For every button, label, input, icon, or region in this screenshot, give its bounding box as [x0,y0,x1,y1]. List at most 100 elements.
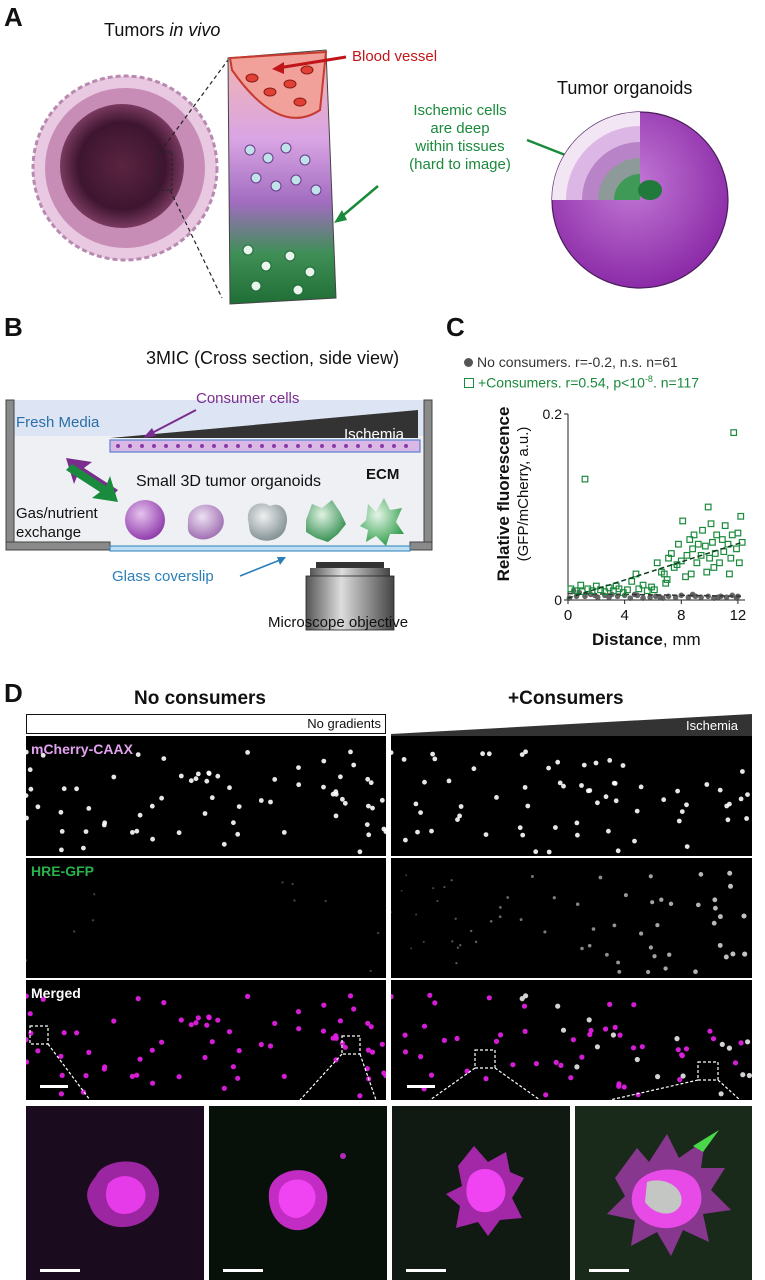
cell-dot [530,874,534,879]
cell-dot [546,849,552,855]
scale-bar [40,1085,68,1088]
data-point-consumers [650,586,658,594]
cell-dot [268,799,273,805]
cell-dot [427,992,433,998]
data-point-consumers [577,581,585,589]
cell-dot [519,918,523,922]
cell-dot [281,1073,287,1079]
cell-dot [26,793,29,798]
cell-dot [129,1073,135,1079]
cell-dot [93,893,96,896]
data-point-consumers [724,540,732,548]
data-point-no-consumers [627,595,634,601]
cell-dot [86,806,92,811]
cell-dot [226,1029,233,1035]
cell-dot [178,1017,184,1023]
cell-dot [40,752,46,758]
data-point-consumers [628,578,636,585]
cell-dot [432,1000,438,1006]
cell-dot [150,1080,156,1086]
cell-dot [486,751,492,757]
scale-bar [589,1269,629,1272]
cell-dot [188,778,194,784]
trend-line [567,592,743,598]
cell-dot [206,1015,212,1021]
cell-dot [605,952,609,957]
consumer-cells-label: Consumer cells [196,390,300,407]
cell-dot [61,786,67,792]
panel-letter-c: C [446,312,465,342]
cell-dot [446,778,452,784]
cell-dot [321,784,326,790]
panel-b-title: 3MIC (Cross section, side view) [146,348,400,368]
cell-dot [231,820,236,826]
data-point-consumers [571,587,579,595]
glass-coverslip-label: Glass coverslip [112,568,214,585]
cell-dot [321,758,327,764]
panel-a-title: Tumors in vivo [104,20,220,41]
cell-dot [546,765,551,771]
cell-dot [321,1002,327,1008]
cell-dot [519,752,525,757]
cell-dot [221,841,227,847]
cell-dot [712,905,718,911]
cell-dot [457,813,462,819]
cell-dot [333,813,339,819]
micrograph-merged-left: Merged [26,980,386,1100]
cell-dot [368,1024,374,1030]
panel-letter-b: B [4,312,23,342]
cell-dot [333,791,339,797]
cell-dot [693,969,698,975]
data-point-consumers [588,587,596,595]
data-point-consumers [667,550,675,557]
cell-dot [402,1049,409,1055]
cell-dot [347,993,354,999]
panel-letter-d: D [4,678,23,708]
cell-dot [634,1056,640,1063]
cell-dot [648,945,653,950]
cell-dot [667,952,672,957]
cell-dot [422,940,425,943]
cell-dot [593,760,599,766]
gas-exchange-line-2: exchange [16,524,82,541]
cell-dot [471,766,477,772]
cell-dot [659,897,664,902]
cell-dot [579,783,584,788]
tumor-in-vivo [31,74,219,262]
cell-dot [738,1040,744,1046]
cell-dot [591,927,596,931]
cell-dot [26,749,29,755]
col-header-right: +Consumers [508,688,624,709]
cell-dot [459,944,462,947]
cell-dot [621,1084,627,1090]
data-point-consumers [653,559,661,567]
gas-exchange-line-1: Gas/nutrient [16,505,98,522]
data-point-consumers [704,503,712,511]
cell-dot [623,893,628,898]
cell-dot [616,960,621,965]
cell-dot [603,1026,609,1032]
cell-dot [679,1052,685,1058]
cell-dot [357,1093,363,1099]
data-point-consumers [735,559,743,567]
data-point-no-consumers [640,595,646,601]
tumor-organoids-label: Tumor organoids [557,78,693,98]
cell-dot [732,1060,739,1066]
ischemia-wedge-d [391,714,752,736]
data-point-consumers [699,526,706,534]
cell-dot [553,1059,559,1065]
data-point-no-consumers [689,591,696,598]
cell-dot [209,1039,215,1045]
data-point-consumers [601,588,609,596]
cell-dot [236,804,242,809]
cell-dot [543,1092,549,1098]
cell-dot [195,771,201,777]
cell-dot [83,829,89,834]
cell-dot [28,786,34,792]
cell-dot [379,797,385,803]
cell-dot [339,1040,345,1046]
cell-dot [111,1018,117,1024]
cell-dot [570,1037,576,1043]
x-tick-label: 0 [564,607,572,624]
zoom-blob-2 [268,1153,346,1231]
